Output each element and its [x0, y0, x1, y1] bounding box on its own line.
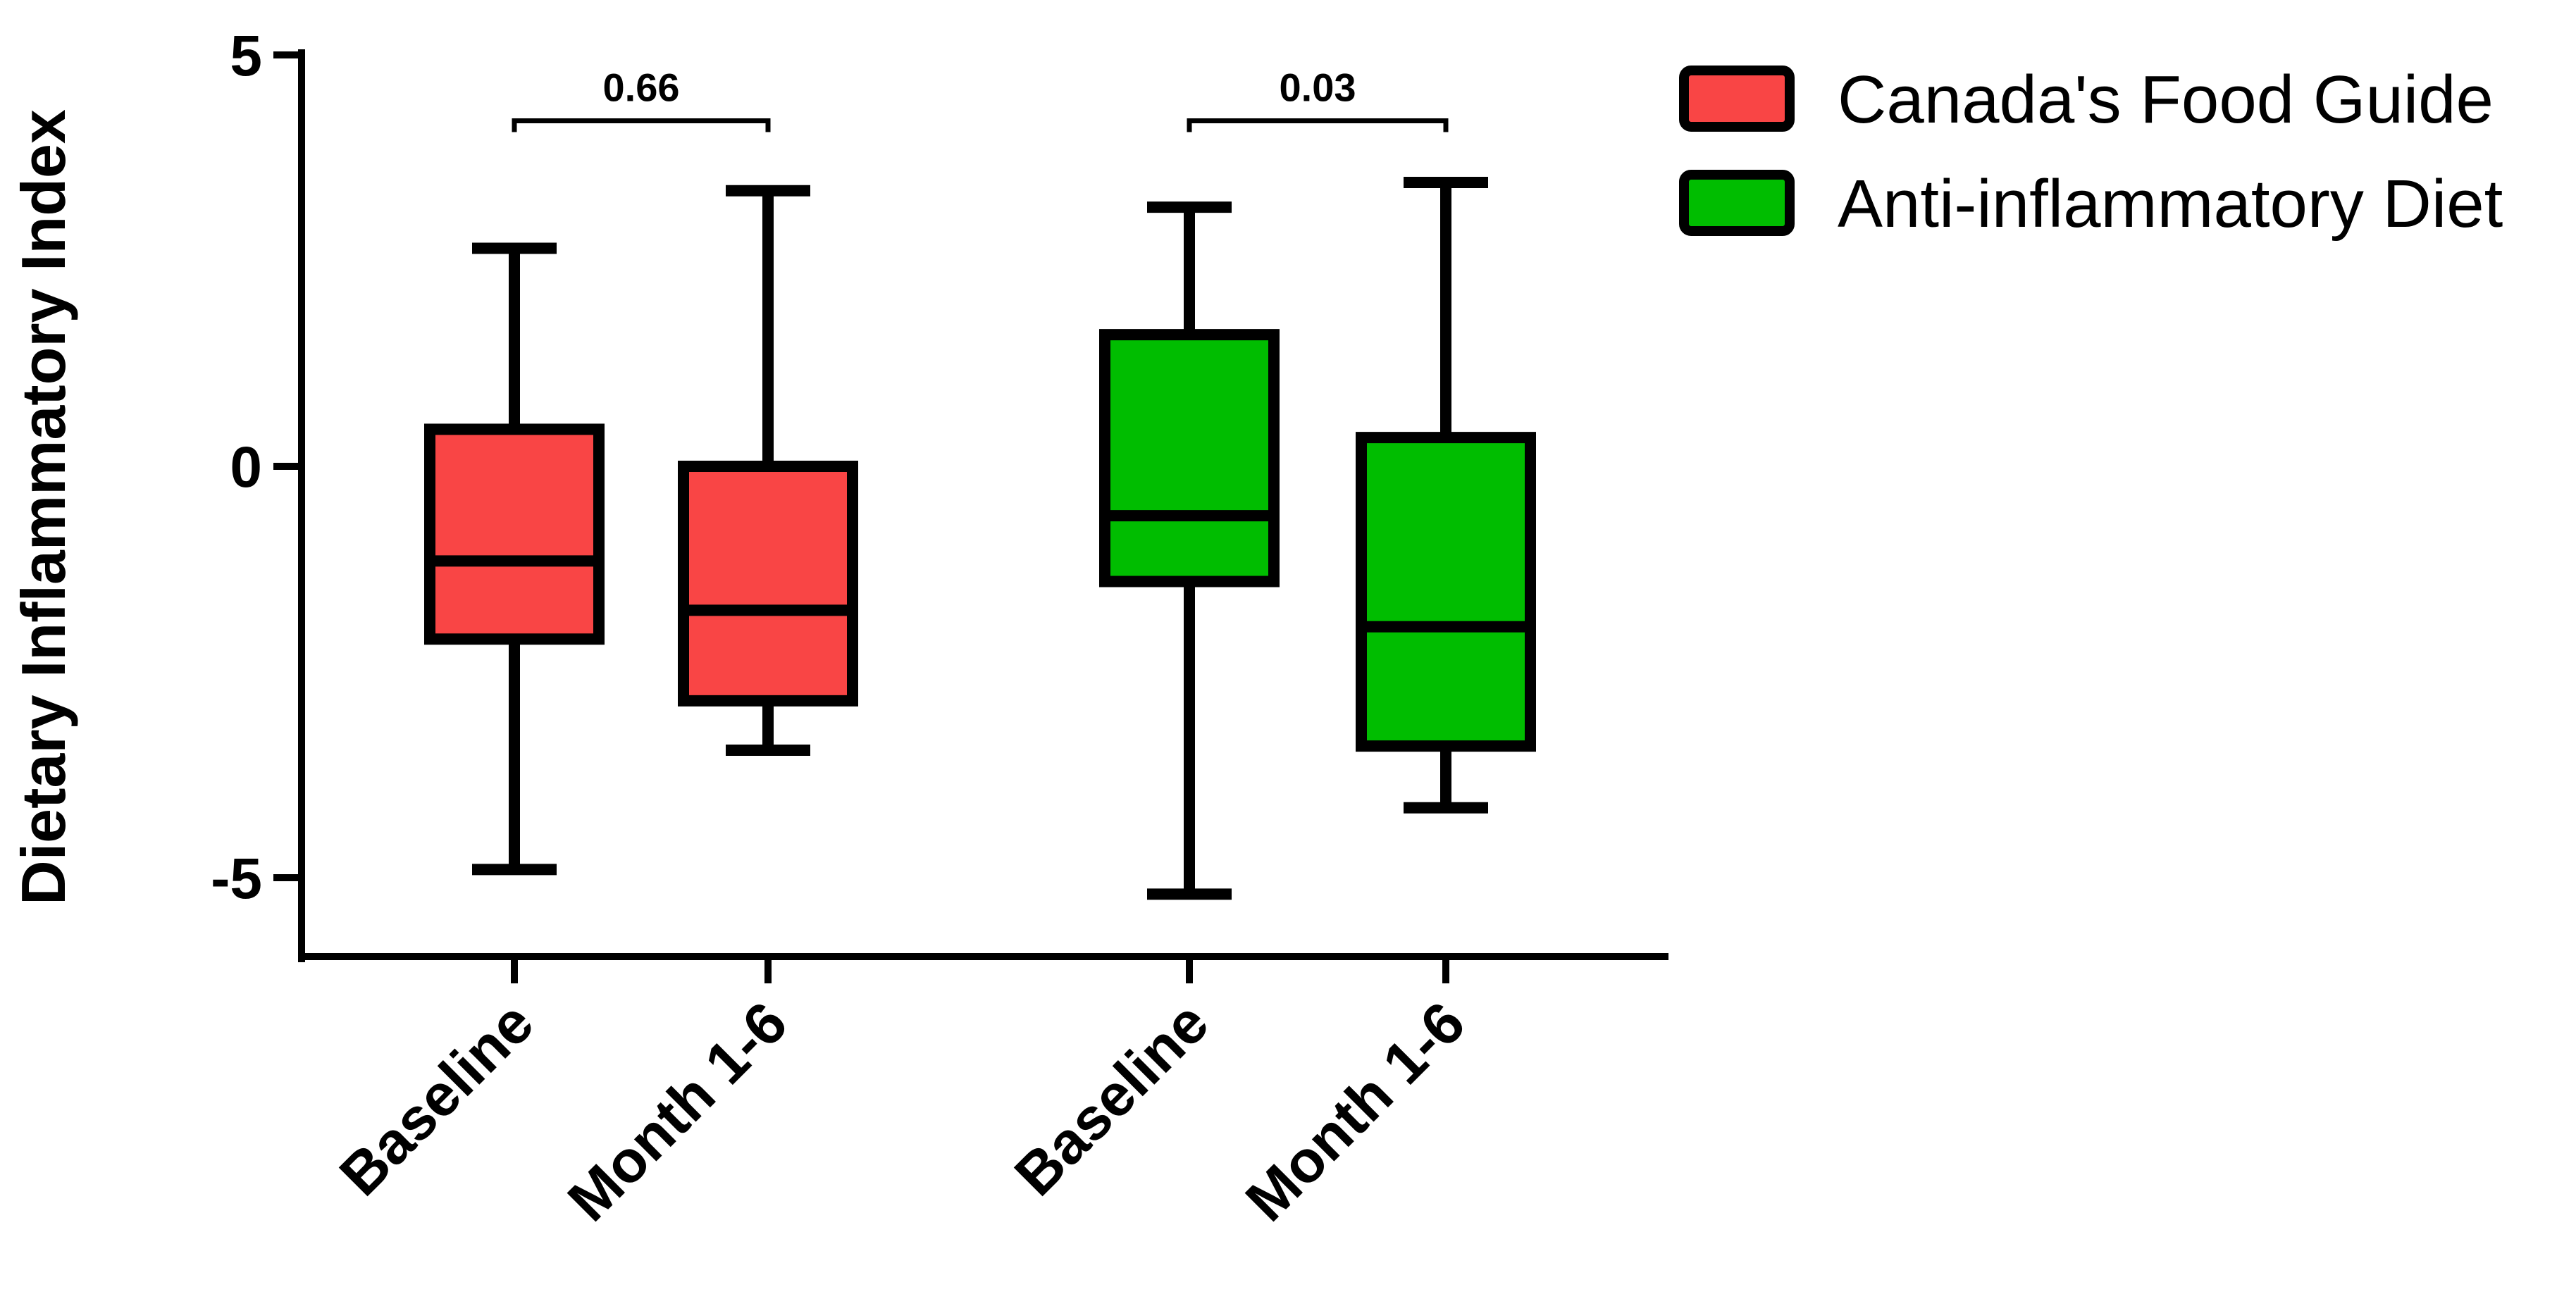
p-value-label: 0.66 [603, 65, 680, 109]
legend-label: Anti-inflammatory Diet [1838, 166, 2503, 242]
iqr-box [1356, 432, 1536, 752]
box-1 [678, 185, 858, 756]
legend-item: Anti-inflammatory Diet [1679, 166, 2503, 242]
iqr-box [1099, 329, 1280, 587]
y-tick-label: 0 [230, 435, 262, 499]
significance-annotations: 0.66 0.03 [512, 65, 1449, 132]
legend-swatch [1679, 170, 1795, 236]
p-value-label: 0.03 [1280, 65, 1356, 109]
y-tick-label: -5 [211, 847, 262, 911]
iqr-box [678, 461, 858, 707]
bracket-line [512, 118, 771, 132]
significance-bracket: 0.03 [1187, 65, 1449, 132]
box-2 [1099, 201, 1280, 900]
bracket-line [1187, 118, 1449, 132]
significance-bracket: 0.66 [512, 65, 771, 132]
legend: Canada's Food Guide Anti-inflammatory Die… [1679, 62, 2503, 242]
box-3 [1356, 177, 1536, 814]
legend-label: Canada's Food Guide [1838, 62, 2494, 137]
y-axis: 5 0 -5 [211, 24, 305, 962]
iqr-box [424, 423, 605, 645]
y-tick-label: 5 [230, 24, 262, 88]
y-axis-title: Dietary Inflammatory Index [8, 109, 78, 905]
box-series [424, 177, 1536, 900]
legend-item: Canada's Food Guide [1679, 62, 2494, 137]
box-0 [424, 242, 605, 876]
legend-swatch [1679, 66, 1795, 132]
